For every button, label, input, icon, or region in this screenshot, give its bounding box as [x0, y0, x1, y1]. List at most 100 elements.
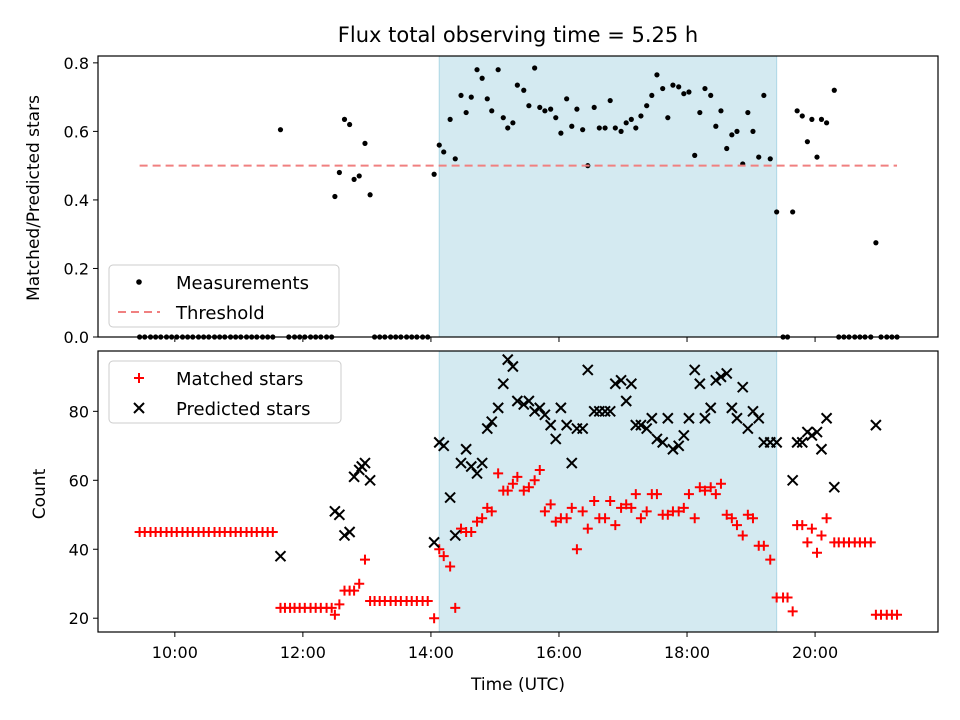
predicted-stars-point	[715, 371, 727, 383]
measurements-point	[347, 121, 353, 128]
matched-stars-point	[550, 516, 561, 527]
matched-stars-point	[354, 578, 365, 589]
x-tick-label: 10:00	[152, 643, 198, 662]
matched-stars-point	[456, 523, 467, 534]
measurements-point	[463, 109, 469, 116]
measurements-point	[756, 154, 762, 160]
measurements-point	[612, 125, 618, 131]
matched-stars-point	[710, 489, 721, 500]
matched-stars-point	[683, 489, 694, 500]
measurements-point	[495, 67, 501, 73]
matched-stars-point	[349, 585, 360, 596]
x-tick-label: 14:00	[408, 643, 454, 662]
predicted-stars-point	[726, 402, 738, 414]
x-axis-label: Time (UTC)	[470, 675, 565, 695]
matched-stars-point	[571, 544, 582, 555]
measurements-point	[553, 115, 559, 121]
predicted-stars-point	[471, 467, 483, 480]
measurements-point	[479, 75, 485, 81]
matched-stars-point	[694, 482, 705, 493]
predicted-stars-point	[428, 536, 440, 549]
predicted-stars-point	[615, 374, 627, 387]
measurements-point	[580, 127, 586, 133]
measurements-point	[873, 240, 879, 246]
measurements-point	[591, 104, 597, 111]
predicted-stars-point	[731, 412, 743, 424]
observing-window-span	[438, 55, 778, 338]
matched-stars-point	[329, 609, 340, 620]
matched-stars-point	[635, 513, 646, 524]
y-tick-label: 0.2	[64, 259, 89, 278]
matched-stars-point	[806, 523, 817, 534]
matched-stars-point	[493, 468, 504, 479]
measurements-point	[548, 106, 554, 112]
measurements-point	[761, 92, 767, 99]
predicted-stars-point	[359, 457, 371, 469]
measurements-point	[436, 142, 442, 148]
bottom-panel: 20 40 60 80 10:00 12:00 14:00 16:00 18:00 20:00 Ma…	[69, 350, 939, 662]
matched-stars-point	[689, 513, 700, 524]
matched-stars-point	[673, 506, 684, 517]
predicted-stars-point	[566, 457, 578, 469]
axes-frame	[97, 55, 939, 338]
matched-stars-point	[797, 520, 808, 531]
predicted-stars-point	[710, 374, 722, 387]
predicted-stars-point	[699, 412, 711, 424]
predicted-stars-point	[705, 402, 717, 414]
y-tick-label: 40	[69, 540, 89, 559]
matched-stars-point	[359, 554, 370, 565]
matched-stars-point	[600, 513, 611, 524]
legend-box	[108, 360, 342, 424]
measurements-point	[332, 193, 338, 200]
measurements-point	[702, 85, 708, 92]
bottom-y-axis-label: Count	[30, 468, 50, 519]
measurements-point	[724, 145, 730, 152]
predicted-stars-point	[688, 364, 701, 376]
measurements-point	[500, 115, 506, 121]
measurements-point	[665, 115, 671, 121]
predicted-stars-point	[582, 364, 594, 376]
matched-stars-point	[892, 609, 903, 620]
legend-threshold-label: Threshold	[175, 303, 265, 324]
matched-stars-point	[434, 544, 445, 555]
legend-predicted-stars-label: Predicted stars	[176, 399, 310, 420]
matched-stars-point	[626, 502, 637, 513]
measurements-point	[681, 91, 687, 97]
predicted-stars-point	[588, 405, 600, 418]
matched-stars-point	[512, 471, 523, 482]
measurements-point	[441, 149, 447, 155]
predicted-stars-point	[599, 405, 611, 418]
matched-stars-point	[450, 602, 461, 613]
predicted-stars-point	[460, 443, 472, 455]
matched-stars-point	[737, 530, 748, 541]
matched-stars-point	[529, 475, 540, 486]
matched-stars-point	[662, 509, 673, 520]
predicted-stars-point	[544, 419, 557, 431]
predicted-stars-point	[604, 405, 616, 418]
y-tick-label: 0.6	[64, 122, 89, 141]
predicted-stars-point	[511, 395, 524, 407]
measurements-point	[676, 84, 682, 90]
top-panel: 0.0 0.2 0.4 0.6 0.8 Measurements Threshold	[64, 54, 939, 347]
measurements-point	[532, 65, 538, 71]
predicted-stars-point	[274, 550, 287, 562]
matched-stars-point	[610, 520, 621, 531]
measurements-point	[447, 116, 453, 122]
measurements-point	[607, 97, 613, 104]
predicted-stars-point	[640, 422, 653, 435]
predicted-stars-point	[820, 412, 833, 424]
predicted-stars-point	[806, 429, 818, 442]
legend-box	[108, 264, 340, 328]
matched-stars-point	[267, 527, 278, 538]
predicted-stars-point	[753, 412, 765, 424]
matched-stars-point	[577, 506, 588, 517]
measurements-point	[602, 125, 608, 131]
matched-stars-point	[651, 489, 662, 500]
measurements-point	[514, 82, 520, 88]
measurements-point	[814, 154, 820, 160]
measurements-point	[564, 96, 570, 102]
predicted-stars-point	[507, 360, 519, 373]
matched-stars-point	[422, 595, 433, 606]
matched-stars-point	[742, 509, 753, 520]
measurements-point	[831, 87, 837, 93]
